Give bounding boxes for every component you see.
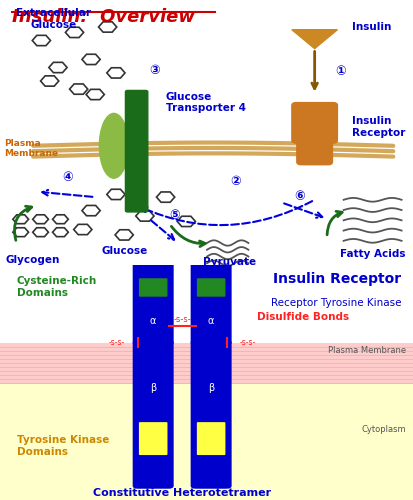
- Text: -s-s-: -s-s-: [173, 315, 190, 324]
- FancyBboxPatch shape: [125, 90, 147, 212]
- Text: Insulin: Insulin: [351, 22, 390, 32]
- Text: Fatty Acids: Fatty Acids: [339, 249, 404, 259]
- Text: ②: ②: [229, 175, 240, 188]
- Text: Disulfide Bonds: Disulfide Bonds: [256, 312, 348, 322]
- Text: Receptor Tyrosine Kinase: Receptor Tyrosine Kinase: [271, 298, 401, 308]
- Text: ⑥: ⑥: [293, 190, 304, 203]
- Text: Glycogen: Glycogen: [6, 254, 60, 264]
- Text: Plasma Membrane: Plasma Membrane: [327, 346, 405, 356]
- Text: Glucose
Transporter 4: Glucose Transporter 4: [165, 92, 245, 114]
- Text: Insulin Receptor: Insulin Receptor: [273, 272, 401, 286]
- Polygon shape: [291, 30, 337, 48]
- Text: Plasma
Membrane: Plasma Membrane: [4, 139, 58, 158]
- Text: Insulin:  Overview: Insulin: Overview: [12, 8, 195, 26]
- FancyBboxPatch shape: [190, 262, 231, 345]
- Text: Tyrosine Kinase
Domains: Tyrosine Kinase Domains: [17, 435, 109, 457]
- Text: -s-s-: -s-s-: [239, 338, 255, 347]
- Text: ⑤: ⑤: [169, 208, 180, 222]
- Text: α: α: [207, 316, 214, 326]
- Text: Cysteine-Rich
Domains: Cysteine-Rich Domains: [17, 276, 97, 297]
- FancyBboxPatch shape: [190, 340, 231, 488]
- Text: Pyruvate: Pyruvate: [203, 258, 256, 268]
- Text: -s-s-: -s-s-: [109, 338, 125, 347]
- Text: ③: ③: [149, 64, 159, 76]
- FancyBboxPatch shape: [197, 422, 225, 455]
- FancyBboxPatch shape: [291, 102, 337, 143]
- Text: ④: ④: [62, 171, 73, 184]
- Text: β: β: [150, 384, 156, 394]
- Text: β: β: [207, 384, 214, 394]
- Text: Glucose: Glucose: [101, 246, 147, 256]
- FancyBboxPatch shape: [296, 135, 332, 164]
- FancyBboxPatch shape: [139, 278, 167, 296]
- Text: Constitutive Heterotetramer: Constitutive Heterotetramer: [93, 488, 271, 498]
- FancyBboxPatch shape: [132, 340, 173, 488]
- Ellipse shape: [99, 114, 128, 178]
- FancyBboxPatch shape: [197, 278, 225, 296]
- FancyBboxPatch shape: [132, 262, 173, 345]
- Text: Extracellular
Glucose: Extracellular Glucose: [16, 8, 91, 30]
- Text: Insulin
Receptor: Insulin Receptor: [351, 116, 404, 138]
- Text: Cytoplasm: Cytoplasm: [360, 425, 405, 434]
- Bar: [0, 382, 413, 500]
- FancyBboxPatch shape: [139, 422, 167, 455]
- Bar: [0, 342, 413, 382]
- Text: α: α: [150, 316, 156, 326]
- Text: ①: ①: [335, 65, 345, 78]
